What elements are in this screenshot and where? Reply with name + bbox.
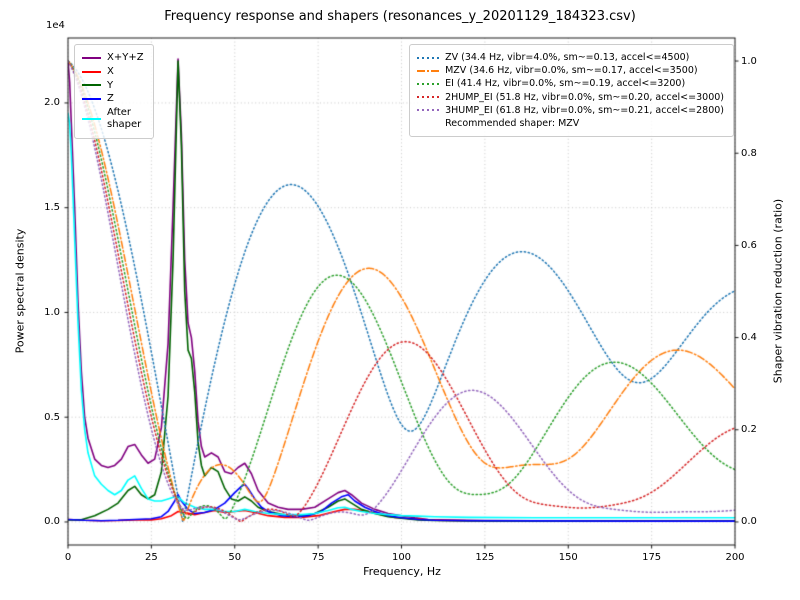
- legend-line-sample: [82, 70, 101, 73]
- legend-line-sample: [417, 109, 440, 112]
- legend-item: 3HUMP_EI (61.8 Hz, vibr=0.0%, sm~=0.21, …: [417, 105, 724, 116]
- x-axis-label: Frequency, Hz: [363, 565, 441, 578]
- legend-label: ZV (34.4 Hz, vibr=4.0%, sm~=0.13, accel<…: [445, 52, 690, 63]
- y-tick-label-left: 0.0: [44, 516, 60, 528]
- legend-label: EI (41.4 Hz, vibr=0.0%, sm~=0.19, accel<…: [445, 78, 686, 90]
- legend-line-sample: [82, 117, 101, 120]
- x-tick-label: 25: [145, 552, 158, 563]
- x-tick-label: 0: [64, 552, 72, 563]
- legend-label: Z: [107, 93, 114, 105]
- y-tick-label-right: 0.2: [741, 424, 757, 436]
- legend-label: MZV (34.6 Hz, vibr=0.0%, sm~=0.17, accel…: [445, 65, 698, 77]
- legend-item: After shaper: [82, 107, 144, 131]
- legend-label: 2HUMP_EI (51.8 Hz, vibr=0.0%, sm~=0.20, …: [445, 91, 724, 103]
- x-tick-label: 100: [391, 552, 412, 563]
- y-tick-label-left: 1.0: [44, 306, 60, 318]
- y-axis-offset-label: 1e4: [46, 20, 65, 31]
- legend-line-sample: [82, 56, 101, 59]
- legend-line-sample: [417, 56, 440, 59]
- x-tick-label: 150: [558, 552, 578, 563]
- legend-item: MZV (34.6 Hz, vibr=0.0%, sm~=0.17, accel…: [417, 65, 724, 76]
- legend-label: 3HUMP_EI (61.8 Hz, vibr=0.0%, sm~=0.21, …: [445, 104, 724, 116]
- legend-item-recommended: Recommended shaper: MZV: [417, 118, 724, 129]
- shaper-legend: ZV (34.4 Hz, vibr=4.0%, sm~=0.13, accel<…: [409, 44, 734, 138]
- legend-label: Y: [107, 79, 114, 91]
- y-tick-label-left: 2.0: [44, 97, 60, 109]
- x-tick-label: 50: [228, 552, 242, 563]
- legend-line-sample: [82, 98, 101, 101]
- legend-line-sample: [417, 96, 440, 99]
- x-tick-label: 175: [642, 552, 662, 563]
- legend-line-sample-empty: [417, 123, 439, 125]
- y-tick-label-left: 1.5: [44, 202, 60, 214]
- legend-label: X: [107, 65, 114, 77]
- legend-item: ZV (34.4 Hz, vibr=4.0%, sm~=0.13, accel<…: [417, 52, 724, 63]
- y-tick-label-right: 1.0: [741, 55, 757, 67]
- chart-title: Frequency response and shapers (resonanc…: [164, 9, 636, 24]
- y-axis-label-left: Power spectral density: [13, 228, 27, 354]
- y-tick-label-right: 0.0: [741, 516, 757, 528]
- y-axis-label-right: Shaper vibration reduction (ratio): [771, 198, 785, 384]
- legend-label: After shaper: [107, 107, 142, 130]
- y-tick-label-right: 0.4: [741, 332, 757, 344]
- x-tick-label: 125: [475, 552, 495, 563]
- y-tick-label-right: 0.6: [741, 239, 757, 251]
- legend-item: 2HUMP_EI (51.8 Hz, vibr=0.0%, sm~=0.20, …: [417, 92, 724, 103]
- legend-item: X+Y+Z: [82, 52, 144, 64]
- legend-item: Y: [82, 80, 144, 92]
- recommended-shaper-label: Recommended shaper: MZV: [445, 118, 580, 130]
- legend-item: Z: [82, 93, 144, 105]
- legend-line-sample: [417, 69, 440, 72]
- legend-line-sample: [82, 84, 101, 87]
- y-tick-label-right: 0.8: [741, 147, 757, 159]
- legend-label: X+Y+Z: [107, 52, 144, 63]
- y-tick-label-left: 0.5: [44, 411, 60, 423]
- x-tick-label: 200: [725, 552, 745, 563]
- legend-line-sample: [417, 83, 440, 85]
- legend-item: X: [82, 66, 144, 78]
- psd-legend: X+Y+Z X Y Z After shaper: [74, 44, 154, 139]
- legend-item: EI (41.4 Hz, vibr=0.0%, sm~=0.19, accel<…: [417, 78, 724, 89]
- x-tick-label: 75: [311, 552, 325, 563]
